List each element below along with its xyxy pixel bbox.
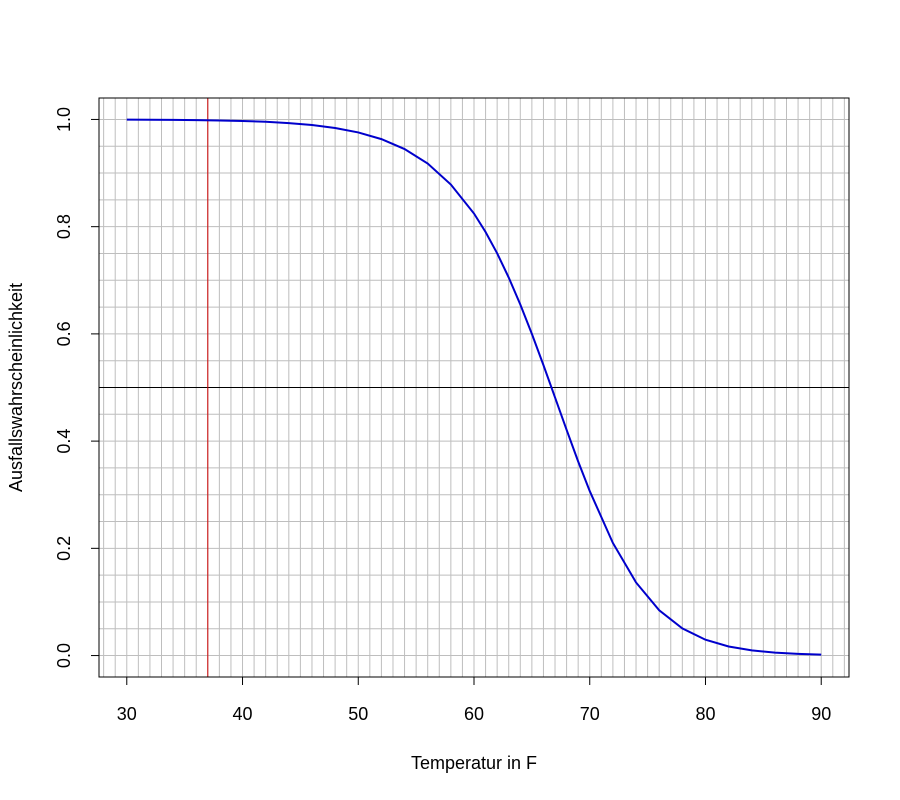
y-tick-label: 0.6: [54, 321, 74, 346]
y-tick-label: 1.0: [54, 107, 74, 132]
x-tick-label: 90: [811, 704, 831, 724]
probability-curve: [126, 118, 822, 656]
x-tick-label: 80: [695, 704, 715, 724]
x-tick-label: 60: [464, 704, 484, 724]
x-tick-label: 40: [233, 704, 253, 724]
plot-border: [98, 97, 850, 678]
y-axis-title: Ausfallswahrscheinlichkeit: [6, 283, 26, 492]
x-tick-label: 70: [580, 704, 600, 724]
y-axis-ticks: 0.0 0.2 0.4 0.6 0.8 1.0: [54, 107, 99, 668]
y-tick-label: 0.8: [54, 214, 74, 239]
y-tick-label: 0.0: [54, 643, 74, 668]
x-axis-title: Temperatur in F: [411, 753, 537, 773]
x-axis-ticks: 30 40 50 60 70 80 90: [117, 677, 831, 724]
y-tick-label: 0.2: [54, 536, 74, 561]
x-tick-label: 50: [348, 704, 368, 724]
y-tick-label: 0.4: [54, 429, 74, 454]
x-tick-label: 30: [117, 704, 137, 724]
